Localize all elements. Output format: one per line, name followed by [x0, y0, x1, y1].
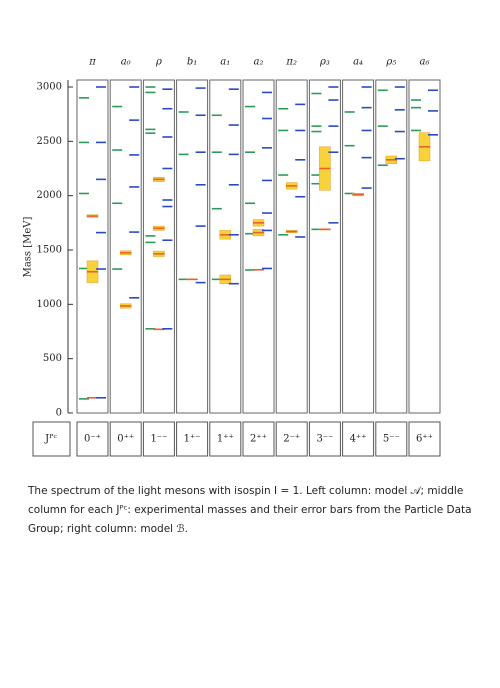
column-box [342, 79, 375, 414]
jpc-label: 2⁻⁺ [283, 434, 300, 445]
column-box [142, 79, 175, 414]
jpc-header-box [32, 421, 71, 457]
jpc-label: 1⁻⁻ [150, 434, 167, 445]
jpc-label: 5⁻⁻ [383, 434, 400, 445]
jpc-box [342, 421, 375, 457]
jpc-label: 3⁻⁻ [316, 434, 333, 445]
column-label: a₆ [420, 57, 430, 68]
jpc-label: 0⁻⁺ [84, 434, 101, 445]
column-box [275, 79, 308, 414]
column-label: a₄ [353, 57, 363, 68]
jpc-box [242, 421, 275, 457]
jpc-label: 1⁺⁺ [217, 434, 234, 445]
column-label: b₁ [187, 57, 197, 68]
column-label: a₂ [254, 57, 264, 68]
y-tick-label: 2500 [37, 136, 62, 147]
column-label: ρ₃ [319, 57, 330, 68]
column-box [308, 79, 341, 414]
y-tick-label: 1000 [37, 299, 62, 310]
caption: The spectrum of the light mesons with is… [28, 485, 472, 535]
jpc-box [176, 421, 209, 457]
jpc-label: 6⁺⁺ [416, 434, 433, 445]
column-label: ρ [155, 57, 162, 68]
chart: Mass [MeV] Jᴾᶜ 0 500 1000 1500 2000 2500 3000 π… [23, 57, 441, 457]
column-label: a₁ [220, 57, 230, 68]
jpc-header: Jᴾᶜ [44, 434, 57, 445]
y-tick-label: 0 [56, 408, 62, 419]
jpc-label: 4⁺⁺ [350, 434, 367, 445]
y-tick-label: 2000 [37, 190, 62, 201]
jpc-box [142, 421, 175, 457]
column-box [209, 79, 242, 414]
jpc-box [275, 421, 308, 457]
y-tick-label: 1500 [37, 245, 62, 256]
column-box [76, 79, 109, 414]
jpc-label: 1⁺⁻ [184, 434, 201, 445]
column-label: ρ₅ [385, 57, 396, 68]
jpc-box [308, 421, 341, 457]
column-box [408, 79, 441, 414]
column-box [176, 79, 209, 414]
jpc-box [209, 421, 242, 457]
y-tick-label: 3000 [37, 82, 62, 93]
jpc-label: 2⁺⁺ [250, 434, 267, 445]
jpc-box [76, 421, 109, 457]
y-tick-label: 500 [43, 353, 62, 364]
jpc-box [109, 421, 142, 457]
jpc-label: 0⁺⁺ [117, 434, 134, 445]
column-box [242, 79, 275, 414]
column-box [375, 79, 408, 414]
y-axis-label: Mass [MeV] [23, 216, 34, 277]
column-label: π [88, 57, 96, 68]
column-box [109, 79, 142, 414]
column-label: a₀ [121, 57, 131, 68]
jpc-box [408, 421, 441, 457]
column-label: π₂ [285, 57, 297, 68]
jpc-box [375, 421, 408, 457]
